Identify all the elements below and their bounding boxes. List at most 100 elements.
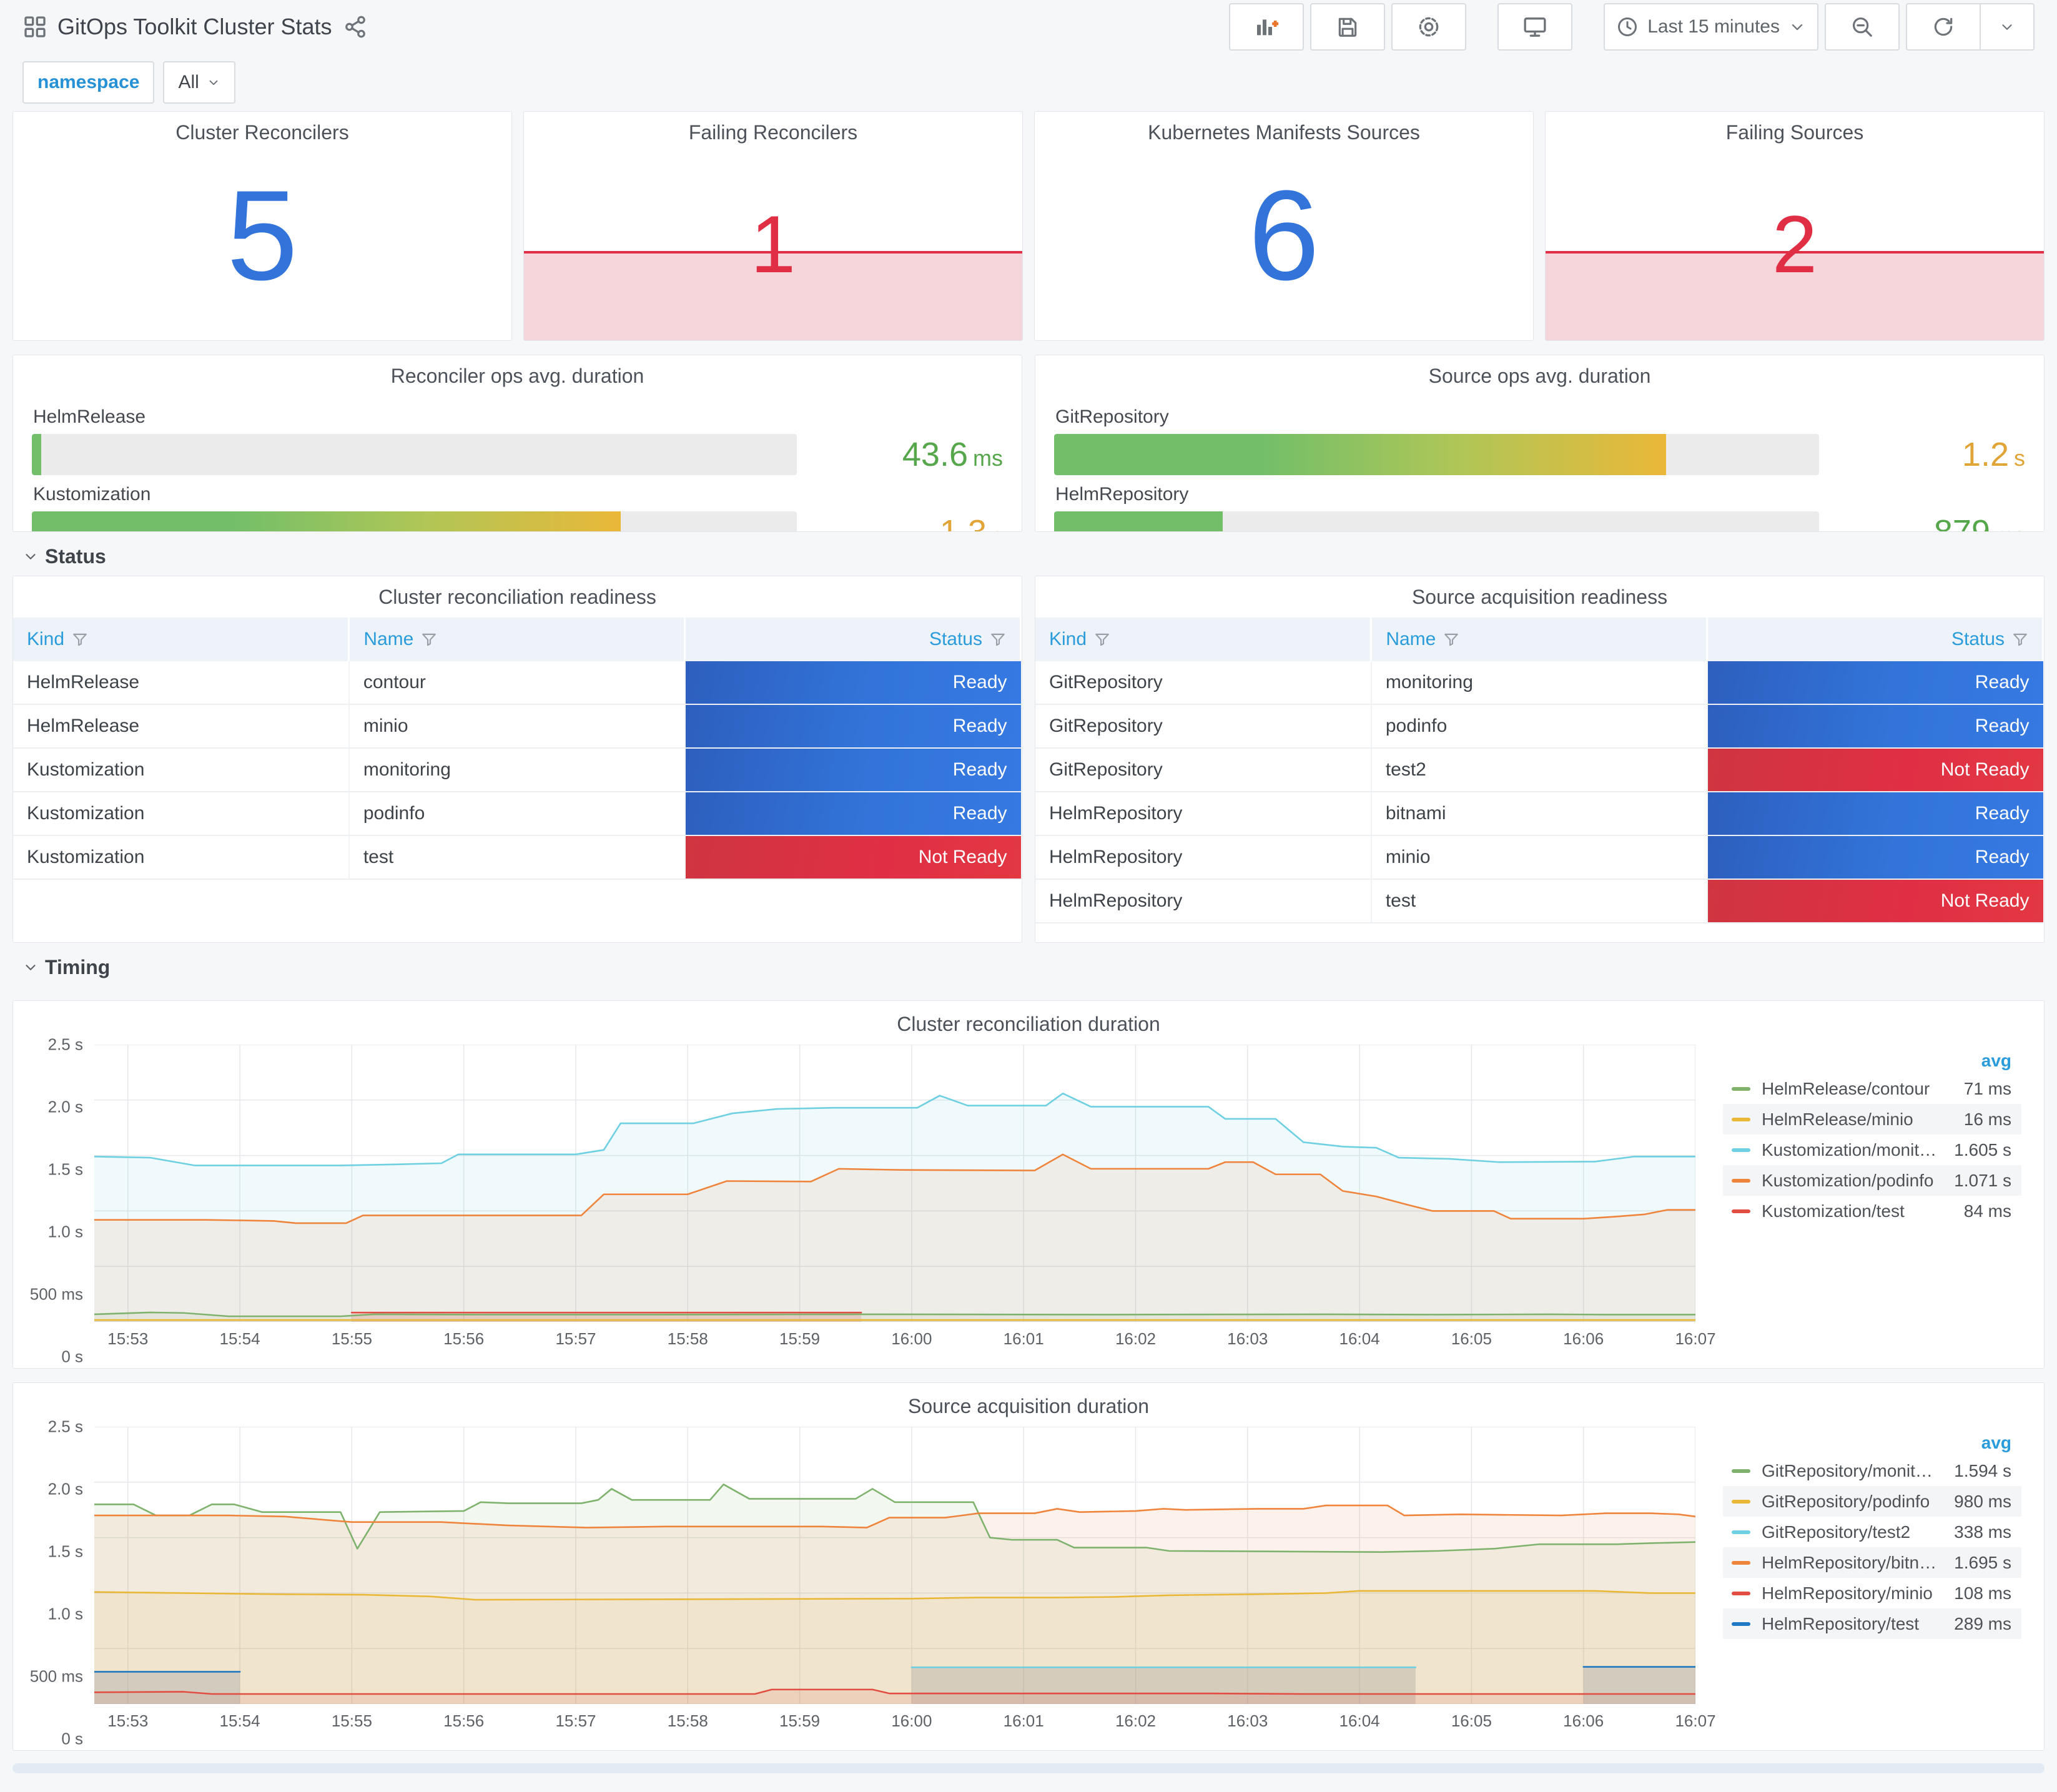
- legend-row[interactable]: HelmRepository/bitnami 1.695 s: [1723, 1547, 2021, 1578]
- dashboard-settings-button[interactable]: [1391, 3, 1467, 51]
- series-color-swatch: [1732, 1086, 1750, 1091]
- variable-label: namespace: [37, 72, 140, 92]
- table-row: HelmRepository bitnami Ready: [1035, 792, 2043, 836]
- add-panel-button[interactable]: [1229, 3, 1305, 51]
- y-tick-label: 1.0 s: [47, 1222, 83, 1241]
- stat-sparkline: [1546, 251, 2044, 340]
- share-icon[interactable]: [343, 15, 367, 39]
- series-name: Kustomization/test: [1762, 1201, 1905, 1221]
- panel-title[interactable]: Source acquisition readiness: [1411, 585, 1668, 608]
- legend-row[interactable]: HelmRelease/minio 16 ms: [1723, 1104, 2021, 1135]
- x-tick-label: 16:05: [1451, 1711, 1492, 1730]
- legend-row[interactable]: HelmRepository/minio 108 ms: [1723, 1578, 2021, 1608]
- panel-title[interactable]: Cluster reconciliation readiness: [378, 585, 656, 608]
- filter-icon[interactable]: [2012, 631, 2028, 647]
- panel-title[interactable]: Failing Sources: [1725, 121, 1864, 144]
- x-tick-label: 15:59: [779, 1329, 821, 1348]
- series-name: HelmRepository/minio: [1762, 1583, 1933, 1603]
- y-tick-label: 1.0 s: [47, 1604, 83, 1623]
- status-badge: Ready: [684, 792, 1021, 836]
- cell-name: podinfo: [348, 792, 686, 836]
- section-title: Status: [45, 544, 106, 568]
- time-range-picker[interactable]: Last 15 minutes: [1604, 3, 1818, 51]
- filter-icon[interactable]: [1443, 631, 1459, 647]
- refresh-interval-dropdown[interactable]: [1980, 3, 2035, 51]
- filter-icon[interactable]: [1094, 631, 1110, 647]
- gauge-label: HelmRepository: [1055, 484, 1189, 505]
- legend-row[interactable]: GitRepository/test2 338 ms: [1723, 1517, 2021, 1547]
- series-color-swatch: [1732, 1469, 1750, 1473]
- legend-row[interactable]: HelmRepository/test 289 ms: [1723, 1608, 2021, 1639]
- refresh-button[interactable]: [1906, 3, 1980, 51]
- variables-row: namespace All: [12, 54, 2045, 111]
- column-header-name[interactable]: Name: [1371, 618, 1709, 661]
- x-tick-label: 15:57: [555, 1329, 596, 1348]
- series-avg-value: 1.071 s: [1954, 1170, 2011, 1190]
- cell-name: minio: [348, 704, 686, 749]
- stats-row: Cluster Reconcilers 5 Failing Reconcilers 1…: [12, 111, 2045, 341]
- series-name: HelmRepository/bitnami: [1762, 1552, 1942, 1572]
- panel-title[interactable]: Reconciler ops avg. duration: [390, 364, 644, 387]
- legend-avg-header[interactable]: avg: [1981, 1433, 2011, 1452]
- filter-icon[interactable]: [421, 631, 437, 647]
- chart-legend: avg HelmRelease/contour 71 ms HelmRelease/m…: [1695, 1045, 2038, 1357]
- time-series-chart: 0 s 500 ms 1.0 s 1.5 s 2.0 s 2.5 s 15:53 15:54…: [19, 1035, 2038, 1366]
- section-row-status[interactable]: Status: [12, 537, 2045, 576]
- column-header-kind[interactable]: Kind: [1035, 618, 1373, 661]
- column-header-name[interactable]: Name: [348, 618, 686, 661]
- readiness-table: Kind Name Status HelmRelease contour Ready Hel…: [13, 618, 1022, 880]
- cell-name: podinfo: [1371, 704, 1708, 749]
- stat-value: 5: [226, 164, 298, 307]
- legend-avg-header[interactable]: avg: [1981, 1051, 2011, 1070]
- save-dashboard-button[interactable]: [1310, 3, 1386, 51]
- legend-row[interactable]: HelmRelease/contour 71 ms: [1723, 1073, 2021, 1104]
- cell-name: monitoring: [348, 748, 686, 792]
- plot-area[interactable]: [94, 1045, 1695, 1322]
- x-tick-label: 15:55: [331, 1329, 372, 1348]
- cell-kind: HelmRepository: [1035, 835, 1372, 880]
- y-tick-label: 2.0 s: [47, 1097, 83, 1116]
- variable-namespace-label-box[interactable]: namespace: [22, 61, 155, 104]
- column-header-status[interactable]: Status: [684, 618, 1022, 661]
- legend-row[interactable]: Kustomization/podinfo 1.071 s: [1723, 1165, 2021, 1196]
- panel-title[interactable]: Failing Reconcilers: [688, 121, 858, 144]
- legend-row[interactable]: Kustomization/test 84 ms: [1723, 1196, 2021, 1226]
- y-tick-label: 0 s: [61, 1729, 83, 1748]
- section-row-timing[interactable]: Timing: [12, 948, 2045, 987]
- status-badge: Not Ready: [1707, 879, 2043, 923]
- column-header-status[interactable]: Status: [1707, 618, 2044, 661]
- filter-icon[interactable]: [990, 631, 1006, 647]
- legend-row[interactable]: GitRepository/monitoring 1.594 s: [1723, 1455, 2021, 1486]
- gauge-fill: [32, 511, 621, 531]
- series-avg-value: 108 ms: [1954, 1583, 2011, 1603]
- collapsed-row-strip[interactable]: [12, 1763, 2045, 1773]
- panel-title[interactable]: Source acquisition duration: [907, 1394, 1149, 1417]
- table-row: GitRepository monitoring Ready: [1035, 661, 2043, 705]
- x-tick-label: 16:00: [891, 1329, 932, 1348]
- monitor-icon: [1522, 14, 1547, 39]
- table-row: GitRepository podinfo Ready: [1035, 704, 2043, 749]
- panel-title[interactable]: Source ops avg. duration: [1428, 364, 1651, 387]
- panel-title[interactable]: Cluster Reconcilers: [175, 121, 349, 144]
- series-color-swatch: [1732, 1530, 1750, 1534]
- status-badge: Not Ready: [1707, 748, 2043, 792]
- filter-icon[interactable]: [72, 631, 88, 647]
- cycle-view-button[interactable]: [1497, 3, 1573, 51]
- plot-area[interactable]: [94, 1427, 1695, 1704]
- legend-row[interactable]: Kustomization/monitoring 1.605 s: [1723, 1135, 2021, 1165]
- x-tick-label: 15:59: [779, 1711, 821, 1730]
- panel-title[interactable]: Kubernetes Manifests Sources: [1148, 121, 1420, 144]
- series-name: GitRepository/monitoring: [1762, 1460, 1942, 1480]
- column-header-kind[interactable]: Kind: [13, 618, 350, 661]
- y-tick-label: 500 ms: [29, 1666, 83, 1686]
- zoom-out-button[interactable]: [1825, 3, 1900, 51]
- legend-row[interactable]: GitRepository/podinfo 980 ms: [1723, 1486, 2021, 1517]
- series-avg-value: 71 ms: [1963, 1078, 2011, 1098]
- variable-namespace-value-dropdown[interactable]: All: [163, 61, 235, 104]
- chevron-down-icon: [1999, 19, 2015, 35]
- status-badge: Not Ready: [684, 835, 1021, 880]
- cell-name: test2: [1371, 748, 1708, 792]
- cell-name: minio: [1371, 835, 1708, 880]
- panel-title[interactable]: Cluster reconciliation duration: [897, 1012, 1160, 1035]
- gauge-value: 1.2 s: [1961, 436, 2025, 473]
